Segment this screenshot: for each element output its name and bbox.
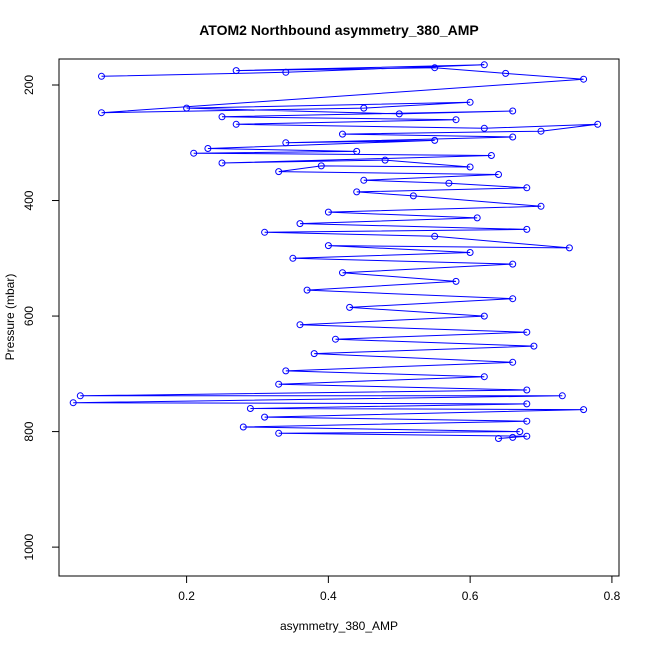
data-point [580, 75, 588, 83]
data-point [218, 159, 226, 167]
data-point [509, 133, 517, 141]
data-point [310, 350, 318, 358]
data-point [523, 328, 531, 336]
data-point [537, 127, 545, 135]
data-point [537, 202, 545, 210]
y-tick-label: 400 [22, 190, 36, 210]
data-point [480, 312, 488, 320]
data-point [480, 61, 488, 69]
data-point [183, 104, 191, 112]
x-axis-label: asymmetry_380_AMP [280, 619, 398, 633]
data-point [360, 104, 368, 112]
data-point [282, 139, 290, 147]
data-point [353, 188, 361, 196]
y-tick-label: 1000 [22, 533, 36, 560]
data-point [204, 145, 212, 152]
data-point [232, 120, 240, 128]
data-point [445, 179, 453, 187]
data-point [431, 232, 439, 240]
data-point [509, 358, 517, 366]
data-point [523, 386, 531, 394]
data-point [261, 413, 269, 421]
data-point [431, 64, 439, 72]
data-point [353, 147, 361, 155]
data-point [190, 149, 198, 157]
plot-frame [58, 58, 620, 577]
data-points [69, 61, 602, 442]
data-point [565, 244, 573, 252]
data-point [69, 399, 77, 407]
data-point [580, 406, 588, 414]
data-point [303, 286, 311, 294]
data-point [261, 228, 269, 236]
data-point [452, 277, 460, 285]
data-point [296, 220, 304, 228]
x-tick-label: 0.2 [178, 589, 195, 603]
data-point [275, 429, 283, 437]
data-point [360, 176, 368, 184]
data-point [275, 168, 283, 176]
data-point [275, 380, 283, 388]
data-point [523, 184, 531, 192]
data-point [509, 295, 517, 303]
data-point [523, 432, 531, 440]
data-point [339, 269, 346, 277]
data-point [480, 124, 488, 132]
data-point [466, 98, 474, 106]
data-point [523, 417, 531, 425]
data-point [339, 130, 346, 138]
y-axis-label: Pressure (mbar) [3, 274, 17, 361]
data-point [346, 303, 354, 311]
data-point [324, 208, 332, 216]
data-point [530, 342, 538, 350]
data-point [381, 156, 389, 164]
data-point [480, 373, 488, 381]
plot-area [69, 61, 602, 442]
y-axis: 200 400 600 800 1000 [22, 75, 60, 560]
data-point [516, 428, 524, 436]
data-point [558, 392, 566, 400]
data-point [431, 136, 439, 144]
data-point [98, 72, 105, 80]
data-point [523, 225, 531, 233]
data-point [502, 69, 510, 77]
data-point [282, 68, 290, 76]
y-tick-label: 600 [22, 306, 36, 326]
data-point [239, 423, 247, 431]
data-point [232, 67, 240, 75]
data-point [324, 242, 332, 250]
data-point [296, 321, 304, 329]
data-point [395, 110, 403, 118]
data-point [282, 367, 290, 375]
data-point [509, 107, 517, 115]
data-point [509, 260, 517, 268]
data-point [218, 113, 226, 121]
data-point [487, 152, 495, 159]
y-tick-label: 800 [22, 421, 36, 441]
data-point [509, 433, 517, 441]
data-point [332, 335, 339, 343]
data-point [289, 254, 297, 262]
data-point [409, 192, 417, 200]
data-point [495, 171, 502, 178]
data-point [76, 392, 84, 400]
data-point [466, 249, 474, 256]
x-axis: 0.2 0.4 0.6 0.8 [178, 575, 621, 603]
chart-title: ATOM2 Northbound asymmetry_380_AMP [199, 22, 479, 38]
y-tick-label: 200 [22, 75, 36, 95]
data-point [466, 163, 474, 171]
x-tick-label: 0.8 [604, 589, 621, 603]
x-tick-label: 0.4 [320, 589, 337, 603]
data-point [523, 400, 531, 408]
series-line [73, 64, 598, 439]
data-point [452, 116, 460, 124]
data-point [246, 405, 254, 412]
data-point [594, 120, 602, 128]
data-point [473, 214, 481, 222]
data-point [495, 435, 502, 442]
data-point [98, 109, 105, 117]
x-tick-label: 0.6 [462, 589, 479, 603]
data-point [317, 162, 325, 170]
